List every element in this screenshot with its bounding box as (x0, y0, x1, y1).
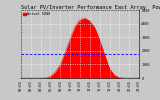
Legend: Actual 5000: Actual 5000 (23, 12, 50, 16)
Text: Solar PV/Inverter Performance East Array  Power Output  (Watts) 01/30: Solar PV/Inverter Performance East Array… (21, 5, 160, 10)
